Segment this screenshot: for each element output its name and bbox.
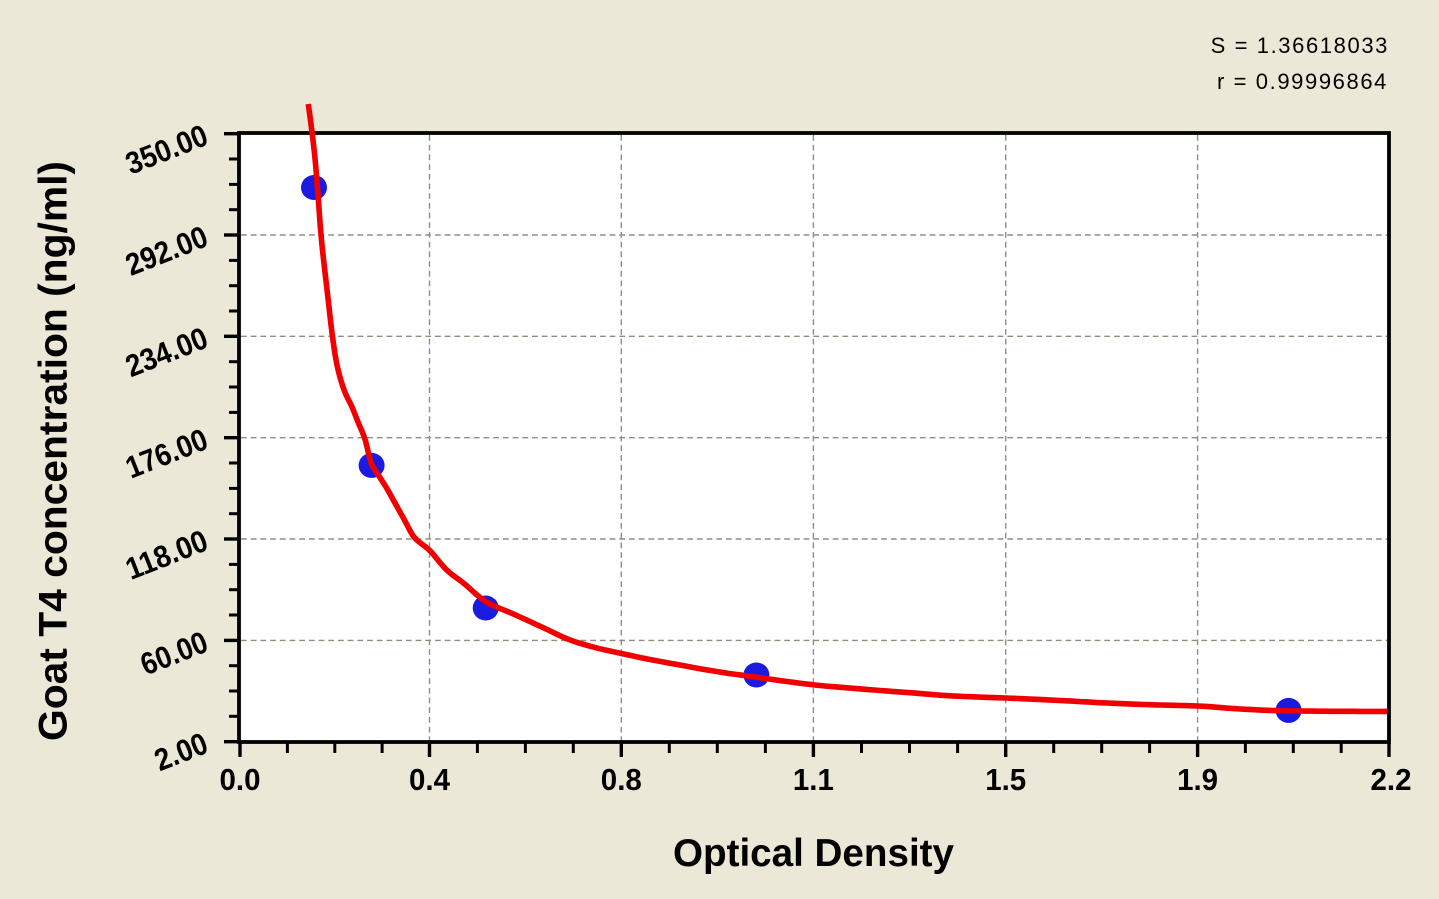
svg-text:1.1: 1.1 — [793, 762, 834, 797]
svg-text:0.0: 0.0 — [220, 762, 261, 797]
svg-text:Optical Density: Optical Density — [673, 832, 954, 875]
svg-text:1.9: 1.9 — [1177, 762, 1218, 797]
svg-text:2.2: 2.2 — [1371, 762, 1412, 797]
svg-text:r = 0.99996864: r = 0.99996864 — [1217, 69, 1388, 94]
svg-text:Goat T4 concentration (ng/ml): Goat T4 concentration (ng/ml) — [32, 161, 76, 741]
svg-text:1.5: 1.5 — [985, 762, 1026, 797]
svg-text:0.8: 0.8 — [601, 762, 642, 797]
svg-text:S = 1.36618033: S = 1.36618033 — [1211, 33, 1389, 58]
svg-text:0.4: 0.4 — [409, 762, 451, 797]
